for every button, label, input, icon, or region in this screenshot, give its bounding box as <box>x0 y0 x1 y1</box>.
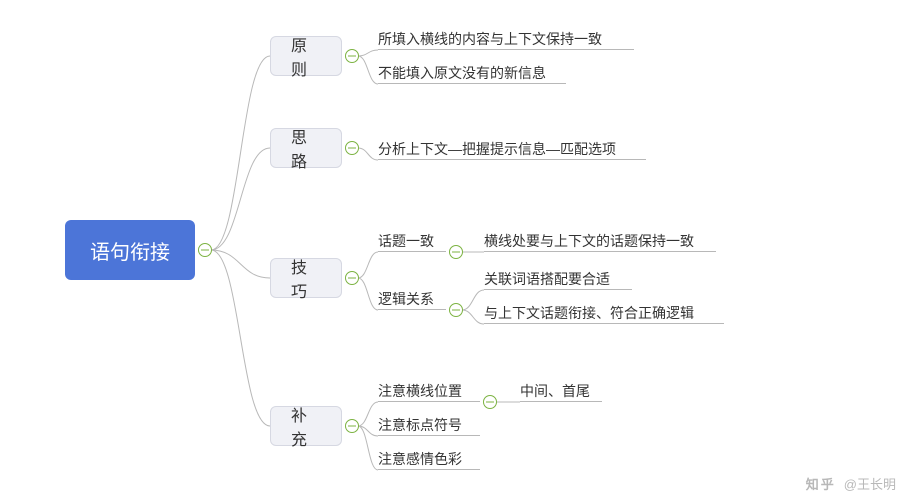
leaf-u2: 注意标点符号 <box>378 414 480 436</box>
root-label: 语句衔接 <box>90 236 170 265</box>
collapse-toggle-s1[interactable] <box>449 245 463 259</box>
watermark-logo: 知乎 <box>806 474 836 493</box>
leaf-u1a: 中间、首尾 <box>520 380 602 402</box>
branch-thinking[interactable]: 思路 <box>270 128 342 168</box>
leaf-p1: 所填入横线的内容与上下文保持一致 <box>378 28 634 50</box>
leaf-t1: 分析上下文—把握提示信息—匹配选项 <box>378 138 646 160</box>
leaf-s2a: 关联词语搭配要合适 <box>484 268 632 290</box>
leaf-u1: 注意横线位置 <box>378 380 480 402</box>
branch-label-principle: 原则 <box>291 32 321 80</box>
branch-supplement[interactable]: 补充 <box>270 406 342 446</box>
collapse-toggle-skills[interactable] <box>345 271 359 285</box>
watermark: 知乎 @王长明 <box>806 474 896 493</box>
collapse-toggle-root[interactable] <box>198 243 212 257</box>
branch-label-supplement: 补充 <box>291 402 321 450</box>
watermark-author: @王长明 <box>844 474 896 493</box>
collapse-toggle-thinking[interactable] <box>345 141 359 155</box>
root-node: 语句衔接 <box>65 220 195 280</box>
collapse-toggle-s2[interactable] <box>449 303 463 317</box>
leaf-u3: 注意感情色彩 <box>378 448 480 470</box>
branch-principle[interactable]: 原则 <box>270 36 342 76</box>
leaf-s2b: 与上下文话题衔接、符合正确逻辑 <box>484 302 724 324</box>
leaf-p2: 不能填入原文没有的新信息 <box>378 62 566 84</box>
collapse-toggle-principle[interactable] <box>345 49 359 63</box>
collapse-toggle-supplement[interactable] <box>345 419 359 433</box>
leaf-s1a: 横线处要与上下文的话题保持一致 <box>484 230 716 252</box>
leaf-s1: 话题一致 <box>378 230 446 252</box>
branch-label-thinking: 思路 <box>291 124 321 172</box>
branch-skills[interactable]: 技巧 <box>270 258 342 298</box>
branch-label-skills: 技巧 <box>291 254 321 302</box>
collapse-toggle-u1[interactable] <box>483 395 497 409</box>
leaf-s2: 逻辑关系 <box>378 288 446 310</box>
